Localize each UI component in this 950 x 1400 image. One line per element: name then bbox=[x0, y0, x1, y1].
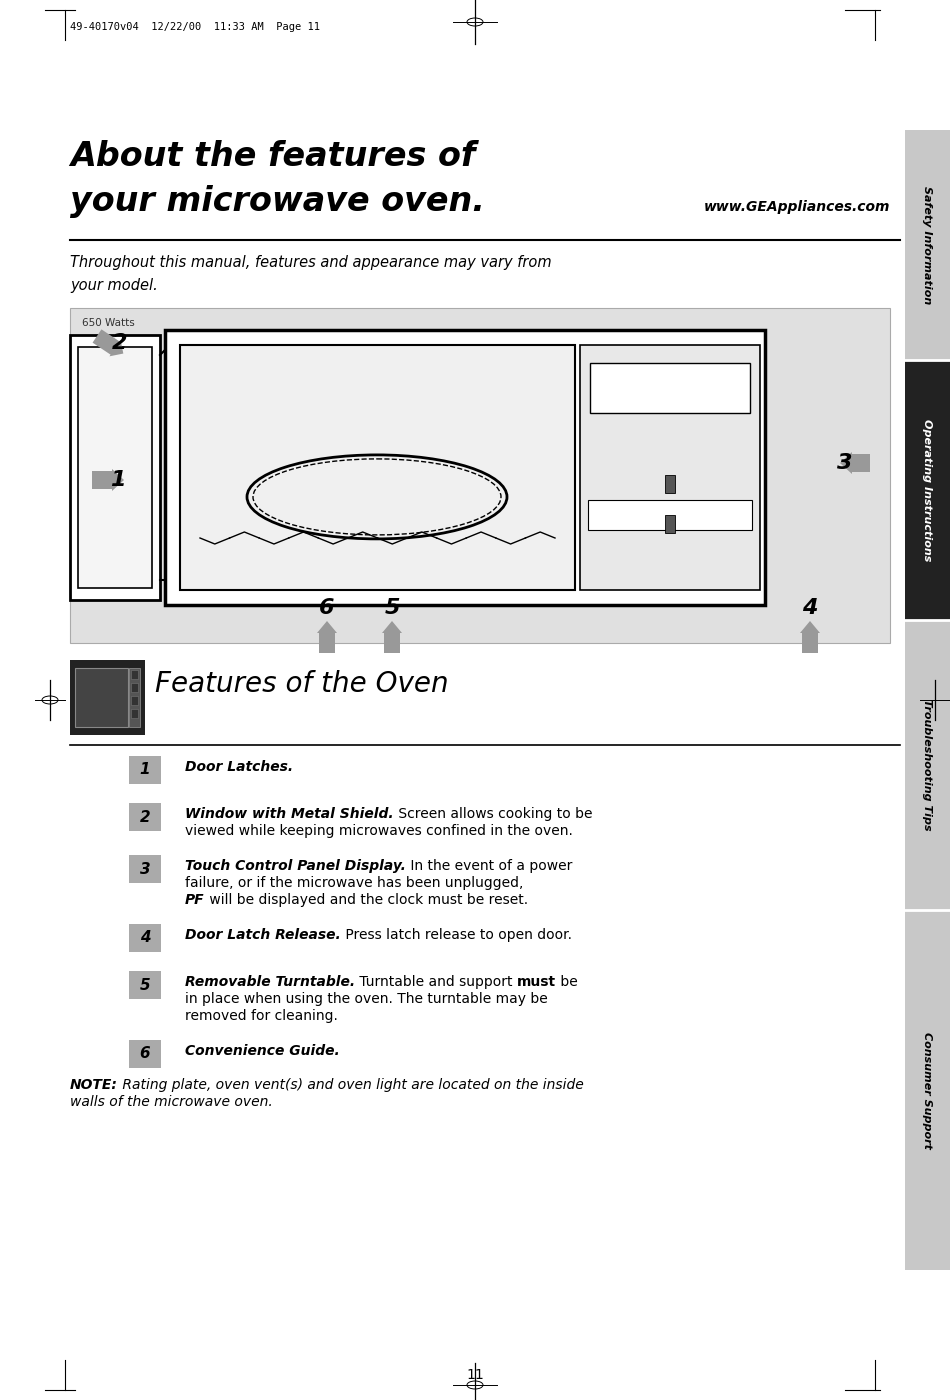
Text: 1: 1 bbox=[140, 763, 150, 777]
Text: 2: 2 bbox=[140, 809, 150, 825]
Text: Door Latches.: Door Latches. bbox=[185, 760, 294, 774]
Bar bbox=[905, 620, 950, 910]
Text: Consumer Support: Consumer Support bbox=[922, 1032, 933, 1148]
Text: must: must bbox=[517, 974, 556, 988]
Bar bbox=[129, 668, 140, 727]
Text: 5: 5 bbox=[140, 977, 150, 993]
Bar bbox=[129, 855, 161, 883]
Bar bbox=[75, 668, 128, 727]
Text: your model.: your model. bbox=[70, 279, 158, 293]
Text: in place when using the oven. The turntable may be: in place when using the oven. The turnta… bbox=[185, 993, 548, 1007]
Bar bbox=[580, 344, 760, 589]
Text: Removable Turntable.: Removable Turntable. bbox=[185, 974, 355, 988]
Text: 49-40170v04  12/22/00  11:33 AM  Page 11: 49-40170v04 12/22/00 11:33 AM Page 11 bbox=[70, 22, 320, 32]
Bar bbox=[70, 308, 890, 643]
Text: walls of the microwave oven.: walls of the microwave oven. bbox=[70, 1095, 273, 1109]
Text: viewed while keeping microwaves confined in the oven.: viewed while keeping microwaves confined… bbox=[185, 825, 573, 839]
Bar bbox=[70, 335, 160, 601]
Text: NOTE:: NOTE: bbox=[70, 1078, 118, 1092]
Bar bbox=[70, 659, 145, 735]
Text: 11: 11 bbox=[466, 1368, 484, 1382]
FancyArrow shape bbox=[92, 469, 124, 491]
Text: Door Latch Release.: Door Latch Release. bbox=[185, 928, 341, 942]
Text: Screen allows cooking to be: Screen allows cooking to be bbox=[393, 806, 592, 820]
Text: Operating Instructions: Operating Instructions bbox=[922, 419, 933, 561]
Bar bbox=[905, 130, 950, 360]
Bar bbox=[590, 363, 750, 413]
Text: 650 Watts: 650 Watts bbox=[82, 318, 135, 328]
Bar bbox=[129, 1040, 161, 1068]
Bar bbox=[129, 972, 161, 1000]
Bar bbox=[78, 347, 152, 588]
Bar bbox=[131, 671, 138, 679]
Text: Troubleshooting Tips: Troubleshooting Tips bbox=[922, 699, 933, 830]
Text: Press latch release to open door.: Press latch release to open door. bbox=[341, 928, 572, 942]
FancyArrow shape bbox=[92, 329, 124, 357]
Text: 6: 6 bbox=[140, 1047, 150, 1061]
Bar bbox=[131, 708, 138, 718]
Text: 2: 2 bbox=[112, 333, 127, 353]
Bar bbox=[131, 696, 138, 706]
Text: PF: PF bbox=[185, 893, 204, 907]
Text: will be displayed and the clock must be reset.: will be displayed and the clock must be … bbox=[204, 893, 528, 907]
Bar bbox=[129, 756, 161, 784]
Text: Safety Information: Safety Information bbox=[922, 186, 933, 304]
Bar bbox=[665, 515, 675, 533]
Text: 3: 3 bbox=[140, 861, 150, 876]
FancyArrow shape bbox=[317, 622, 337, 652]
Bar bbox=[905, 360, 950, 620]
Text: Features of the Oven: Features of the Oven bbox=[155, 671, 448, 699]
FancyArrow shape bbox=[840, 452, 870, 475]
Text: Window with Metal Shield.: Window with Metal Shield. bbox=[185, 806, 393, 820]
Bar bbox=[180, 344, 575, 589]
Text: Throughout this manual, features and appearance may vary from: Throughout this manual, features and app… bbox=[70, 255, 552, 270]
Text: About the features of: About the features of bbox=[70, 140, 475, 174]
Text: In the event of a power: In the event of a power bbox=[406, 860, 572, 874]
Text: 1: 1 bbox=[110, 470, 125, 490]
Text: removed for cleaning.: removed for cleaning. bbox=[185, 1009, 338, 1023]
Bar bbox=[905, 910, 950, 1270]
Text: Convenience Guide.: Convenience Guide. bbox=[185, 1044, 340, 1058]
Text: Touch Control Panel Display.: Touch Control Panel Display. bbox=[185, 860, 406, 874]
Text: 4: 4 bbox=[140, 931, 150, 945]
Bar bbox=[165, 330, 765, 605]
FancyArrow shape bbox=[800, 622, 820, 652]
Text: 4: 4 bbox=[802, 598, 818, 617]
Text: Turntable and support: Turntable and support bbox=[355, 974, 517, 988]
Bar bbox=[129, 804, 161, 832]
Bar bbox=[665, 475, 675, 493]
Text: 3: 3 bbox=[837, 454, 853, 473]
Text: 6: 6 bbox=[319, 598, 334, 617]
Text: failure, or if the microwave has been unplugged,: failure, or if the microwave has been un… bbox=[185, 876, 523, 890]
Text: 5: 5 bbox=[384, 598, 400, 617]
Bar bbox=[588, 500, 752, 531]
FancyArrow shape bbox=[382, 622, 402, 652]
Text: www.GEAppliances.com: www.GEAppliances.com bbox=[704, 200, 890, 214]
Bar bbox=[131, 683, 138, 692]
Text: be: be bbox=[556, 974, 578, 988]
Bar bbox=[129, 924, 161, 952]
Text: your microwave oven.: your microwave oven. bbox=[70, 185, 484, 218]
Text: Rating plate, oven vent(s) and oven light are located on the inside: Rating plate, oven vent(s) and oven ligh… bbox=[118, 1078, 583, 1092]
